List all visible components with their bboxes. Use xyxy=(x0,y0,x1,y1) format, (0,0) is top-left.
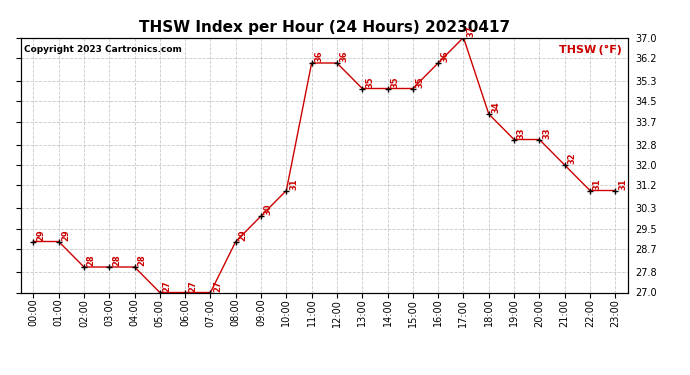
Text: 33: 33 xyxy=(542,127,551,139)
Text: Copyright 2023 Cartronics.com: Copyright 2023 Cartronics.com xyxy=(23,45,181,54)
Text: 27: 27 xyxy=(213,280,222,292)
Text: 35: 35 xyxy=(391,76,400,88)
Text: 31: 31 xyxy=(618,178,627,190)
Text: 34: 34 xyxy=(491,102,500,113)
Text: 29: 29 xyxy=(61,229,70,241)
Text: 31: 31 xyxy=(289,178,298,190)
Text: 36: 36 xyxy=(339,51,348,62)
Title: THSW Index per Hour (24 Hours) 20230417: THSW Index per Hour (24 Hours) 20230417 xyxy=(139,20,510,35)
Text: 29: 29 xyxy=(36,229,45,241)
Text: 27: 27 xyxy=(188,280,197,292)
Text: 28: 28 xyxy=(87,255,96,266)
Text: 37: 37 xyxy=(466,25,475,37)
Text: 32: 32 xyxy=(567,153,576,164)
Text: 33: 33 xyxy=(517,127,526,139)
Text: 29: 29 xyxy=(239,229,248,241)
Text: THSW (°F): THSW (°F) xyxy=(559,45,622,55)
Text: 35: 35 xyxy=(365,76,374,88)
Text: 36: 36 xyxy=(441,51,450,62)
Text: 36: 36 xyxy=(315,51,324,62)
Text: 28: 28 xyxy=(137,255,146,266)
Text: 28: 28 xyxy=(112,255,121,266)
Text: 27: 27 xyxy=(163,280,172,292)
Text: 30: 30 xyxy=(264,204,273,215)
Text: 31: 31 xyxy=(593,178,602,190)
Text: 35: 35 xyxy=(415,76,424,88)
